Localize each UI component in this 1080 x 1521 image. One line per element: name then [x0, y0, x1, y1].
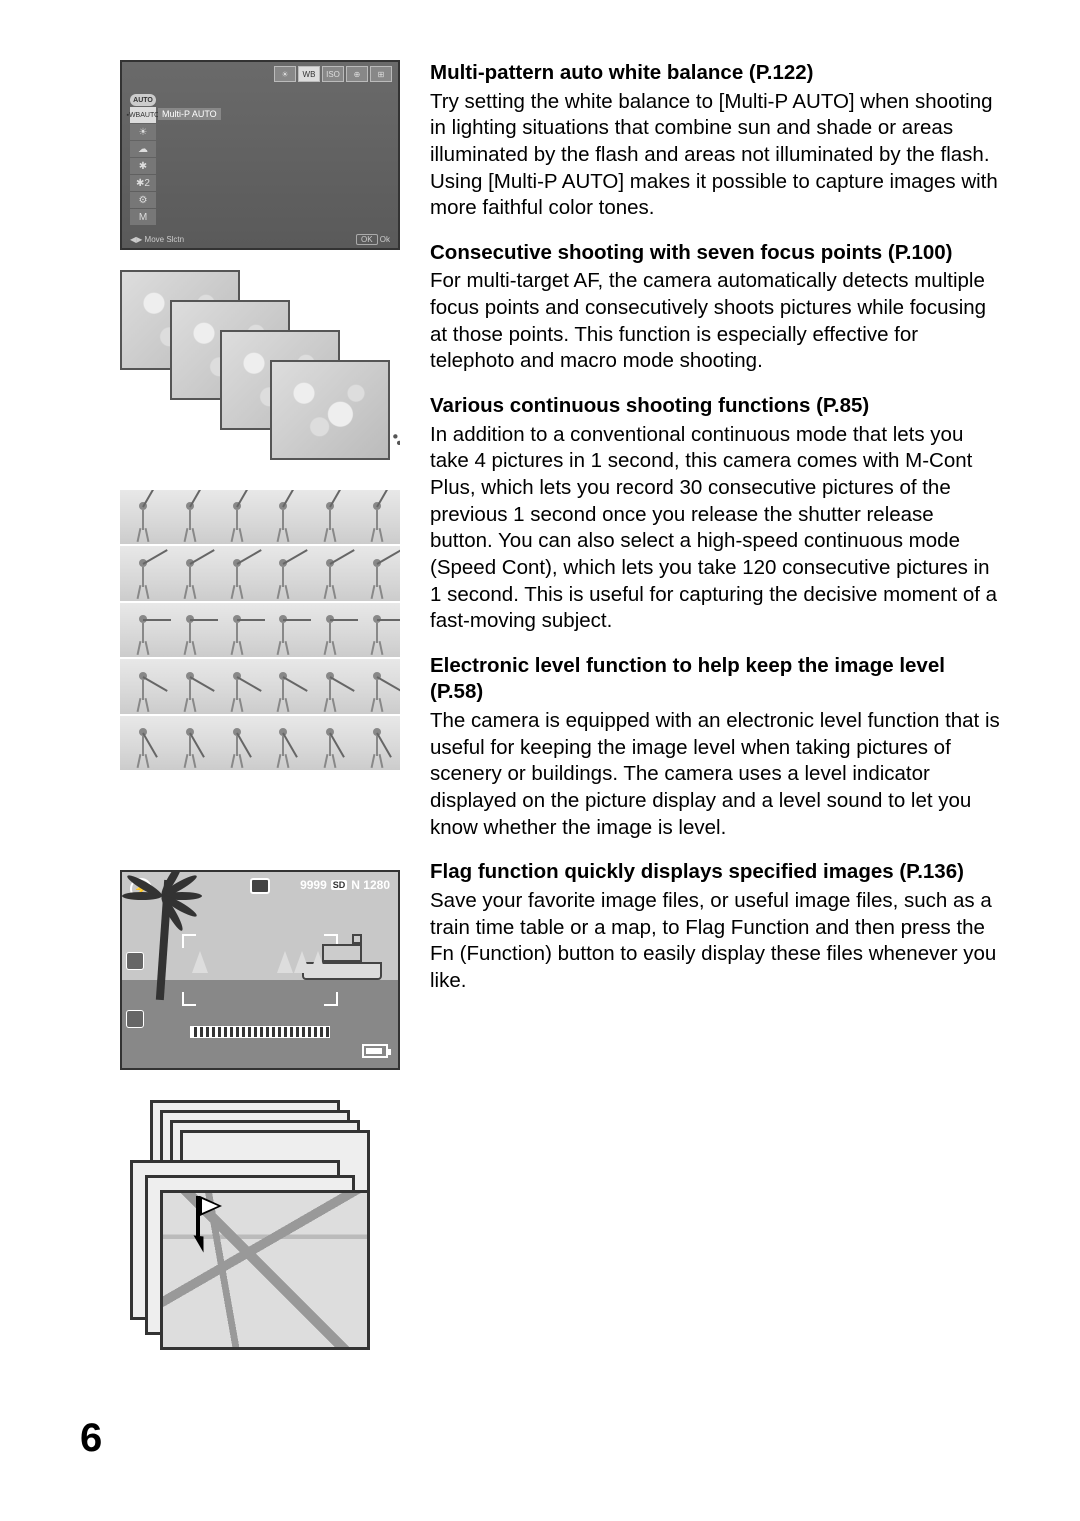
golfer-figure [311, 666, 349, 714]
section-body: The camera is equipped with an electroni… [430, 708, 1000, 841]
golfer-figure [358, 553, 396, 601]
side-icon [126, 952, 144, 970]
golfer-figure [264, 553, 302, 601]
golfer-figure [124, 722, 162, 770]
flag-cursor-icon [196, 1196, 200, 1236]
menu-top-icon: ⊕ [346, 66, 368, 82]
menu-side-list: AUTO ▪WBAUTO ☀ ☁ ✱ ✱2 ⚙ M [130, 94, 156, 226]
section-level: Electronic level function to help keep t… [430, 653, 1000, 841]
cascade-frame [270, 360, 390, 460]
text-column: Multi-pattern auto white balance (P.122)… [430, 60, 1000, 1360]
menu-side-item: ☁ [130, 141, 156, 157]
menu-top-icon-bar: ☀ WB ISO ⊕ ⊞ [122, 62, 398, 86]
section-body: Try setting the white balance to [Multi-… [430, 89, 1000, 222]
golfer-figure [218, 496, 256, 544]
menu-top-icon: ISO [322, 66, 344, 82]
section-title: Electronic level function to help keep t… [430, 653, 1000, 706]
section-title: Consecutive shooting with seven focus po… [430, 240, 1000, 267]
menu-top-icon: ☀ [274, 66, 296, 82]
section-white-balance: Multi-pattern auto white balance (P.122)… [430, 60, 1000, 222]
golfer-figure [124, 496, 162, 544]
menu-ok-hint: OK Ok [356, 235, 390, 244]
section-title: Various continuous shooting functions (P… [430, 393, 1000, 420]
section-body: For multi-target AF, the camera automati… [430, 268, 1000, 375]
af-bracket [324, 992, 338, 1006]
golfer-figure [264, 609, 302, 657]
menu-side-selected: ▪WBAUTO [130, 107, 156, 123]
camera-icon [250, 878, 270, 894]
golfer-figure [124, 553, 162, 601]
golfer-figure [171, 496, 209, 544]
shots-remaining: 9999 [300, 878, 327, 892]
golfer-figure [171, 666, 209, 714]
golfer-figure [124, 609, 162, 657]
golfer-figure [358, 722, 396, 770]
golfer-figure [124, 666, 162, 714]
section-continuous: Various continuous shooting functions (P… [430, 393, 1000, 635]
menu-side-auto: AUTO [130, 94, 156, 106]
level-indicator [190, 1026, 330, 1038]
menu-selected-label: Multi-P AUTO [158, 108, 221, 120]
menu-side-item: ✱ [130, 158, 156, 174]
golf-row [120, 490, 400, 544]
menu-side-item: ✱2 [130, 175, 156, 191]
battery-icon [362, 1044, 388, 1058]
section-body: Save your favorite image files, or usefu… [430, 888, 1000, 995]
golfer-figure [218, 722, 256, 770]
section-title: Multi-pattern auto white balance (P.122) [430, 60, 1000, 87]
golfer-figure [311, 609, 349, 657]
menu-side-item: M [130, 209, 156, 225]
illustration-level: ⚡ 9999 SD N 1280 [120, 870, 400, 1070]
golf-row [120, 716, 400, 770]
level-top-readout: 9999 SD N 1280 [300, 878, 390, 892]
illustration-flag-function [120, 1090, 400, 1360]
af-bracket [182, 934, 196, 948]
sailboat [294, 951, 310, 973]
golfer-figure [311, 496, 349, 544]
golfer-figure [311, 722, 349, 770]
illustration-continuous [120, 490, 400, 770]
golf-row [120, 659, 400, 713]
menu-move-hint: ◀▶ Move Slctn [130, 235, 184, 244]
section-title: Flag function quickly displays specified… [430, 859, 1000, 886]
menu-top-icon: WB [298, 66, 320, 82]
sailboat [310, 951, 326, 973]
af-bracket [182, 992, 196, 1006]
golfer-figure [358, 666, 396, 714]
golfer-figure [218, 609, 256, 657]
golfer-figure [358, 609, 396, 657]
golfer-figure [264, 722, 302, 770]
golfer-figure [218, 666, 256, 714]
sailboat [192, 951, 208, 973]
golfer-figure [171, 609, 209, 657]
section-body: In addition to a conventional continuous… [430, 422, 1000, 635]
page-number: 6 [80, 1416, 102, 1461]
menu-bottom-bar: ◀▶ Move Slctn OK Ok [130, 235, 390, 244]
golfer-figure [218, 553, 256, 601]
golfer-figure [311, 553, 349, 601]
golfer-figure [171, 722, 209, 770]
golfer-figure [264, 666, 302, 714]
section-focus-points: Consecutive shooting with seven focus po… [430, 240, 1000, 375]
illustration-wb-menu: ☀ WB ISO ⊕ ⊞ AUTO ▪WBAUTO ☀ ☁ ✱ ✱2 ⚙ M M… [120, 60, 400, 250]
menu-top-icon: ⊞ [370, 66, 392, 82]
map-frame [160, 1190, 370, 1350]
image-size: N 1280 [351, 878, 390, 892]
golf-row [120, 546, 400, 600]
menu-side-item: ⚙ [130, 192, 156, 208]
menu-side-item: ☀ [130, 124, 156, 140]
golfer-figure [358, 496, 396, 544]
section-flag: Flag function quickly displays specified… [430, 859, 1000, 994]
side-icon [126, 1010, 144, 1028]
illustration-multi-af: ••••• [120, 270, 400, 470]
sailboat [277, 951, 293, 973]
palm-leaves [132, 874, 202, 914]
golf-row [120, 603, 400, 657]
golfer-figure [264, 496, 302, 544]
sd-badge: SD [331, 880, 348, 890]
golfer-figure [171, 553, 209, 601]
